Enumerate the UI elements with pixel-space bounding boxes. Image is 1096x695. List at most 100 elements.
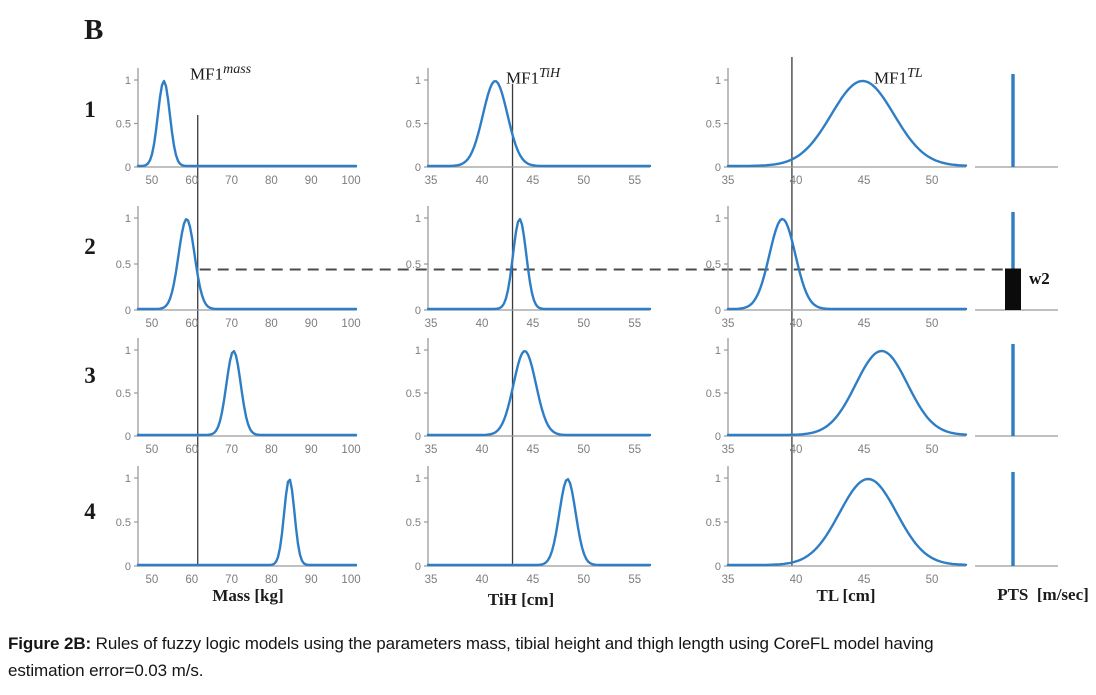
x-tick-label: 35 xyxy=(722,175,735,187)
mf-title-tl: MF1TL xyxy=(874,66,923,89)
x-tick-label: 50 xyxy=(926,444,939,456)
membership-curve xyxy=(726,79,968,168)
x-tick-label: 40 xyxy=(790,318,803,330)
x-tick-label: 60 xyxy=(185,318,198,330)
mf-title-tl-sup: TL xyxy=(907,66,923,81)
caption-line2: estimation error=0.03 m/s. xyxy=(8,661,204,680)
membership-curve xyxy=(726,349,968,437)
x-tick-label: 60 xyxy=(185,574,198,586)
mf-title-tih-sup: TiH xyxy=(539,66,561,81)
x-tick-label: 50 xyxy=(577,444,590,456)
y-tick-label: 0 xyxy=(125,431,131,443)
membership-curve xyxy=(426,350,652,437)
y-tick-label: 0.5 xyxy=(706,259,721,271)
x-tick-label: 40 xyxy=(790,175,803,187)
x-tick-label: 100 xyxy=(341,444,360,456)
x-tick-label: 40 xyxy=(790,444,803,456)
x-tick-label: 35 xyxy=(722,318,735,330)
x-tick-label: 45 xyxy=(858,574,871,586)
x-tick-label: 40 xyxy=(476,574,489,586)
y-tick-label: 0.5 xyxy=(406,119,421,131)
x-tick-label: 55 xyxy=(628,574,641,586)
y-tick-label: 0 xyxy=(125,305,131,317)
y-tick-label: 1 xyxy=(125,345,131,357)
y-tick-label: 0 xyxy=(125,561,131,573)
y-tick-label: 1 xyxy=(415,75,421,87)
membership-curve xyxy=(136,478,358,567)
x-tick-label: 80 xyxy=(265,318,278,330)
membership-curve xyxy=(136,79,358,168)
x-tick-label: 70 xyxy=(225,574,238,586)
y-tick-label: 0.5 xyxy=(116,517,131,529)
y-tick-label: 0 xyxy=(415,305,421,317)
membership-curve xyxy=(426,217,652,311)
y-tick-label: 1 xyxy=(125,75,131,87)
y-tick-label: 1 xyxy=(715,75,721,87)
x-tick-label: 35 xyxy=(425,175,438,187)
y-tick-label: 0.5 xyxy=(116,119,131,131)
x-tick-label: 90 xyxy=(305,574,318,586)
x-tick-label: 45 xyxy=(858,318,871,330)
x-tick-label: 35 xyxy=(722,444,735,456)
y-tick-label: 1 xyxy=(125,473,131,485)
x-tick-label: 50 xyxy=(577,175,590,187)
figure-caption: Figure 2B: Rules of fuzzy logic models u… xyxy=(8,630,1092,684)
y-tick-label: 1 xyxy=(415,473,421,485)
y-tick-label: 0 xyxy=(415,431,421,443)
x-tick-label: 45 xyxy=(858,444,871,456)
y-tick-label: 1 xyxy=(715,345,721,357)
rule-row-label-2: 2 xyxy=(84,234,96,259)
membership-curve xyxy=(136,218,358,311)
rule-row-label-1: 1 xyxy=(84,97,96,122)
x-tick-label: 90 xyxy=(305,175,318,187)
mf-title-mass: MF1mass xyxy=(190,62,251,85)
rule-row-label-3: 3 xyxy=(84,363,96,388)
x-tick-label: 50 xyxy=(577,318,590,330)
caption-prefix: Figure 2B: xyxy=(8,634,92,653)
x-tick-label: 35 xyxy=(425,574,438,586)
y-tick-label: 0.5 xyxy=(706,119,721,131)
xaxis-label-tl: TL [cm] xyxy=(816,586,876,605)
membership-curve xyxy=(426,478,652,567)
x-tick-label: 55 xyxy=(628,444,641,456)
x-tick-label: 50 xyxy=(146,574,159,586)
x-tick-label: 50 xyxy=(926,318,939,330)
y-tick-label: 1 xyxy=(715,213,721,225)
x-tick-label: 40 xyxy=(790,574,803,586)
panel-label: B xyxy=(84,14,104,46)
y-tick-label: 0.5 xyxy=(406,517,421,529)
y-tick-label: 0 xyxy=(715,305,721,317)
x-tick-label: 40 xyxy=(476,444,489,456)
xaxis-label-pts: PTS [m/sec] xyxy=(997,585,1089,604)
y-tick-label: 0.5 xyxy=(706,388,721,400)
mf-title-mass-sup: mass xyxy=(223,62,252,77)
y-tick-label: 0.5 xyxy=(706,517,721,529)
x-tick-label: 45 xyxy=(858,175,871,187)
y-tick-label: 0 xyxy=(415,162,421,174)
x-tick-label: 70 xyxy=(225,175,238,187)
y-tick-label: 1 xyxy=(125,213,131,225)
x-tick-label: 45 xyxy=(526,175,539,187)
x-tick-label: 70 xyxy=(225,444,238,456)
y-tick-label: 1 xyxy=(715,473,721,485)
y-tick-label: 0.5 xyxy=(116,259,131,271)
caption-line1: Rules of fuzzy logic models using the pa… xyxy=(91,634,934,653)
x-tick-label: 60 xyxy=(185,175,198,187)
membership-curve xyxy=(726,477,968,567)
x-tick-label: 45 xyxy=(526,444,539,456)
x-tick-label: 100 xyxy=(341,175,360,187)
x-tick-label: 80 xyxy=(265,574,278,586)
x-tick-label: 50 xyxy=(926,574,939,586)
rule-row-label-4: 4 xyxy=(84,499,96,524)
y-tick-label: 0 xyxy=(715,561,721,573)
x-tick-label: 50 xyxy=(577,574,590,586)
x-tick-label: 90 xyxy=(305,444,318,456)
x-tick-label: 45 xyxy=(526,318,539,330)
x-tick-label: 50 xyxy=(146,175,159,187)
x-tick-label: 50 xyxy=(146,444,159,456)
x-tick-label: 35 xyxy=(425,318,438,330)
y-tick-label: 0.5 xyxy=(406,259,421,271)
x-tick-label: 70 xyxy=(225,318,238,330)
